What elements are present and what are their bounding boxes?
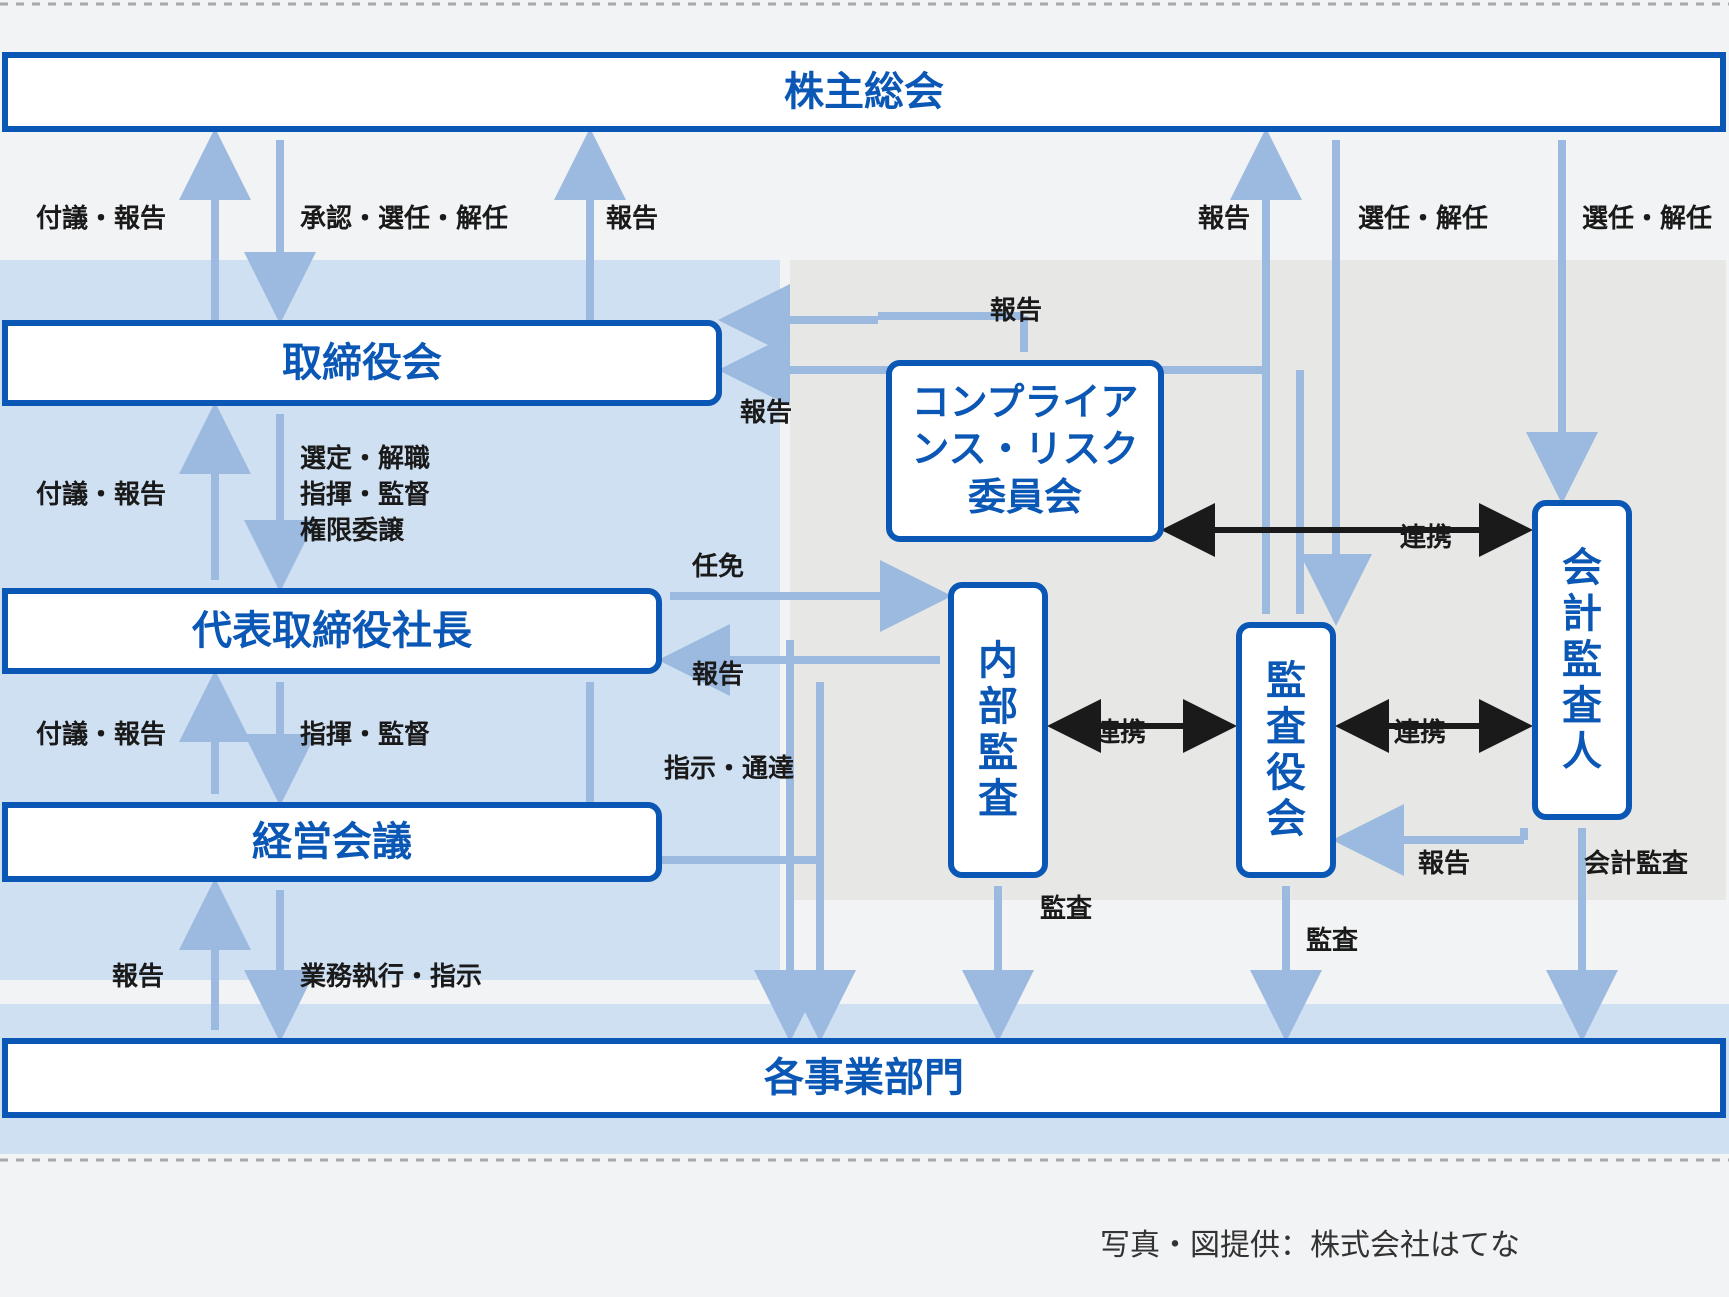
node-label: 代表取締役社長: [192, 606, 472, 656]
edge-label: 連携: [1394, 712, 1446, 749]
edge-label: 指揮・監督: [300, 474, 430, 511]
node-label: 各事業部門: [764, 1053, 964, 1103]
edge-label: 連携: [1400, 517, 1452, 554]
edge-label: 業務執行・指示: [300, 956, 482, 993]
edge-label: 承認・選任・解任: [300, 198, 508, 235]
edge-label: 指示・通達: [664, 748, 794, 785]
edge-label: 報告: [692, 654, 744, 691]
node-label: 経営会議: [252, 817, 412, 867]
edge-label: 付議・報告: [36, 714, 166, 751]
edge-label: 付議・報告: [36, 474, 166, 511]
edge-label: 選定・解職: [300, 438, 430, 475]
edge-label: 監査: [1306, 920, 1358, 957]
node-label: コンプライア ンス・リスク 委員会: [911, 380, 1138, 523]
edge-label: 指揮・監督: [300, 714, 430, 751]
node-internal-audit: 内 部 監 査: [948, 582, 1048, 878]
node-acct-auditor: 会 計 監 査 人: [1532, 500, 1632, 820]
node-audit-board: 監 査 役 会: [1236, 622, 1336, 878]
edge-label: 連携: [1094, 712, 1146, 749]
edge-label: 付議・報告: [36, 198, 166, 235]
edge-label: 報告: [1198, 198, 1250, 235]
edge-label: 権限委譲: [300, 510, 404, 547]
node-shareholders: 株主総会: [2, 52, 1726, 132]
node-divisions: 各事業部門: [2, 1038, 1726, 1118]
edge-label: 報告: [990, 290, 1042, 327]
edge-label: 報告: [740, 392, 792, 429]
edge-label: 選任・解任: [1582, 198, 1712, 235]
edge-label: 報告: [606, 198, 658, 235]
edge-label: 選任・解任: [1358, 198, 1488, 235]
edge-label: 会計監査: [1584, 843, 1688, 880]
node-president: 代表取締役社長: [2, 588, 662, 674]
node-label: 株主総会: [784, 67, 944, 117]
edge-label: 任免: [692, 546, 744, 583]
credit-text: 写真・図提供：株式会社はてな: [1100, 1220, 1520, 1264]
edge-label: 報告: [112, 956, 164, 993]
diagram-stage: 株主総会 取締役会 代表取締役社長 経営会議 各事業部門 コンプライア ンス・リ…: [0, 0, 1729, 1297]
edge-label: 報告: [1418, 843, 1470, 880]
node-mgmt: 経営会議: [2, 802, 662, 882]
node-board: 取締役会: [2, 320, 722, 406]
node-label: 取締役会: [282, 338, 442, 388]
edge-label: 監査: [1040, 888, 1092, 925]
node-compliance: コンプライア ンス・リスク 委員会: [886, 360, 1164, 542]
